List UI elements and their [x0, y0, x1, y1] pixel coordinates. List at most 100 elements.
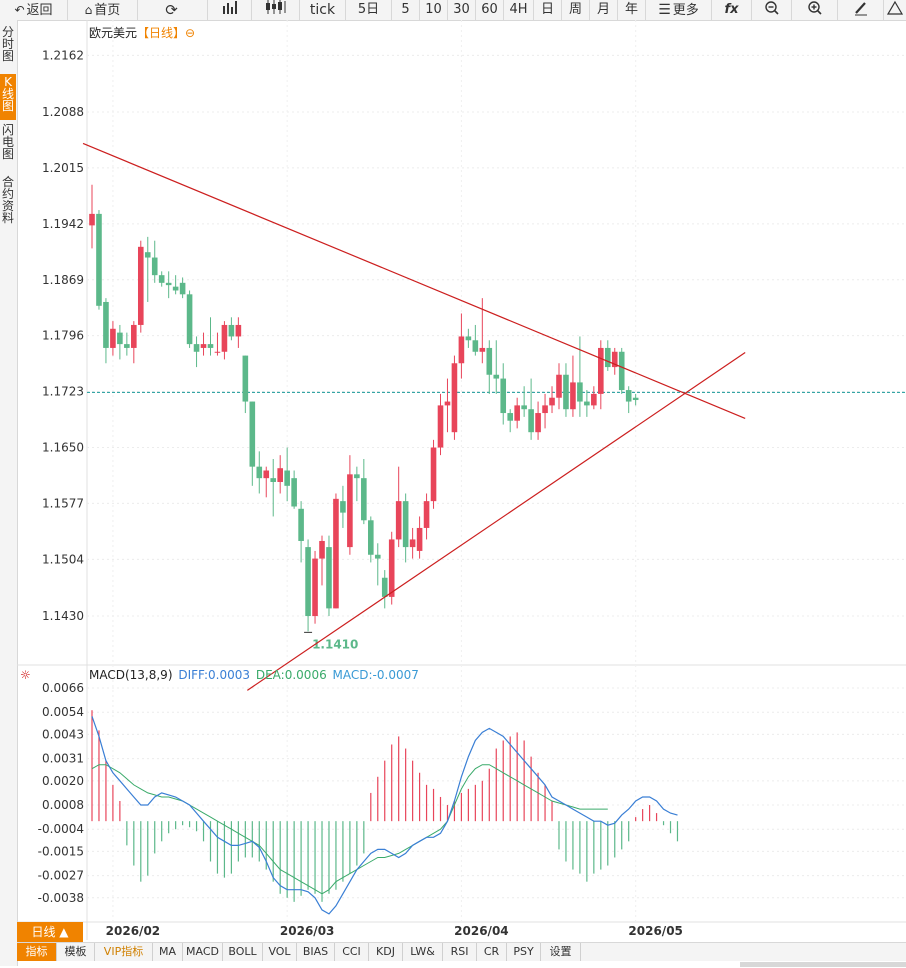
- indicator-tab-ma[interactable]: MA: [153, 943, 183, 961]
- candle: [291, 470, 297, 509]
- candlestick-icon: [265, 0, 287, 18]
- candle: [591, 386, 597, 410]
- price-axis: 1.2162 1.2088 1.2015 1.1942 1.1869 1.1796 1.17…: [42, 48, 84, 623]
- candle: [319, 535, 325, 586]
- candle-body: [319, 540, 325, 559]
- candle-body: [354, 474, 360, 479]
- indicator-tab-vip[interactable]: VIP指标: [95, 943, 153, 961]
- grid: [17, 20, 906, 940]
- indicator-tab-settings[interactable]: 设置: [541, 943, 581, 961]
- bar-chart-button[interactable]: [208, 0, 252, 20]
- macd-dea-value: DEA:0.0006: [255, 668, 327, 682]
- indicator-tab-psy[interactable]: PSY: [507, 943, 541, 961]
- candle: [486, 340, 493, 394]
- candle-body: [179, 282, 186, 295]
- period-tab-daily[interactable]: 日线 ▲: [17, 922, 83, 942]
- candle-body: [284, 470, 290, 486]
- candle: [137, 240, 144, 333]
- macd-tick-label: 0.0054: [42, 705, 84, 719]
- candle-body: [312, 558, 318, 617]
- candle: [256, 451, 263, 494]
- price-tick-label: 1.1942: [42, 217, 84, 231]
- indicator-tab-template[interactable]: 模板: [57, 943, 95, 961]
- indicator-tab-boll[interactable]: BOLL: [223, 943, 263, 961]
- zoom-out-button[interactable]: [752, 0, 792, 20]
- candle-body: [625, 390, 632, 402]
- candle: [354, 466, 360, 502]
- candle-body: [110, 328, 116, 348]
- candle-body: [263, 470, 270, 479]
- candle: [465, 328, 472, 348]
- candlestick-button[interactable]: [252, 0, 300, 20]
- tab-contract-info[interactable]: 合约资料: [2, 175, 15, 225]
- trendline: [246, 352, 746, 691]
- indicator-tab-kdj[interactable]: KDJ: [369, 943, 403, 961]
- toggle-icon[interactable]: ⊖: [185, 26, 196, 40]
- candle-body: [270, 478, 277, 482]
- period-10-min[interactable]: 10: [420, 0, 448, 20]
- tick-button[interactable]: tick: [300, 0, 346, 20]
- candle-body: [144, 252, 151, 258]
- candle: [249, 401, 256, 486]
- period-4-hour[interactable]: 4H: [504, 0, 534, 20]
- horizontal-scrollbar[interactable]: [740, 962, 906, 967]
- candle-body: [347, 474, 353, 548]
- more-button[interactable]: ☰ 更多: [646, 0, 712, 20]
- indicator-tab-vol[interactable]: VOL: [263, 943, 297, 961]
- date-tick-label: 2026/05: [628, 924, 682, 938]
- price-tick-label: 1.1796: [42, 329, 84, 343]
- candle-body: [458, 336, 465, 364]
- candle-body: [305, 547, 311, 617]
- candle: [326, 535, 332, 617]
- settings-sun-icon[interactable]: ☼: [20, 668, 31, 682]
- candle-body: [374, 554, 381, 559]
- candle: [507, 409, 513, 433]
- period-5-day[interactable]: 5日: [346, 0, 392, 20]
- home-icon: ⌂: [84, 3, 93, 17]
- macd-tick-label: 0.0066: [42, 681, 84, 695]
- triangle-button[interactable]: [884, 0, 906, 20]
- indicator-bar: 指标 模板 VIP指标 MA MACD BOLL VOL BIAS CCI KD…: [17, 942, 906, 961]
- indicator-tab-macd[interactable]: MACD: [183, 943, 223, 961]
- period-year[interactable]: 年: [618, 0, 646, 20]
- macd-name: MACD(13,8,9): [89, 668, 173, 682]
- candle-body: [131, 324, 137, 348]
- indicator-tab-rsi[interactable]: RSI: [443, 943, 477, 961]
- candle-body: [542, 405, 548, 414]
- tab-kline[interactable]: K线图: [0, 74, 16, 120]
- zoom-in-button[interactable]: [792, 0, 838, 20]
- candle: [444, 378, 451, 433]
- period-day[interactable]: 日: [534, 0, 562, 20]
- refresh-button[interactable]: ⟳: [138, 0, 208, 20]
- price-tick-label: 1.2088: [42, 105, 84, 119]
- indicator-tab-lw[interactable]: LW&: [403, 943, 443, 961]
- period-5-min[interactable]: 5: [392, 0, 420, 20]
- back-button[interactable]: ↶ 返回: [0, 0, 68, 20]
- candle: [298, 501, 304, 563]
- zoom-out-icon: [764, 1, 780, 20]
- period-week[interactable]: 周: [562, 0, 590, 20]
- candle-body: [165, 282, 172, 286]
- candle: [604, 340, 611, 371]
- diff-line: [91, 716, 678, 915]
- candle: [312, 550, 318, 624]
- period-month[interactable]: 月: [590, 0, 618, 20]
- home-button[interactable]: ⌂ 首页: [68, 0, 138, 20]
- period-30-min[interactable]: 30: [448, 0, 476, 20]
- candle: [340, 485, 346, 528]
- indicator-tab-bias[interactable]: BIAS: [297, 943, 335, 961]
- indicator-tab-cci[interactable]: CCI: [335, 943, 369, 961]
- tab-time-sharing[interactable]: 分时图: [2, 25, 15, 63]
- candle: [611, 347, 618, 375]
- candle: [451, 355, 458, 440]
- tab-flash-chart[interactable]: 闪电图: [2, 123, 15, 161]
- candle: [458, 313, 465, 379]
- candle: [172, 275, 179, 295]
- draw-button[interactable]: [838, 0, 884, 20]
- indicator-tab-main[interactable]: 指标: [17, 943, 57, 961]
- period-60-min[interactable]: 60: [476, 0, 504, 20]
- formula-button[interactable]: fx: [712, 0, 752, 20]
- indicator-tab-cr[interactable]: CR: [477, 943, 507, 961]
- candle-body: [186, 294, 193, 345]
